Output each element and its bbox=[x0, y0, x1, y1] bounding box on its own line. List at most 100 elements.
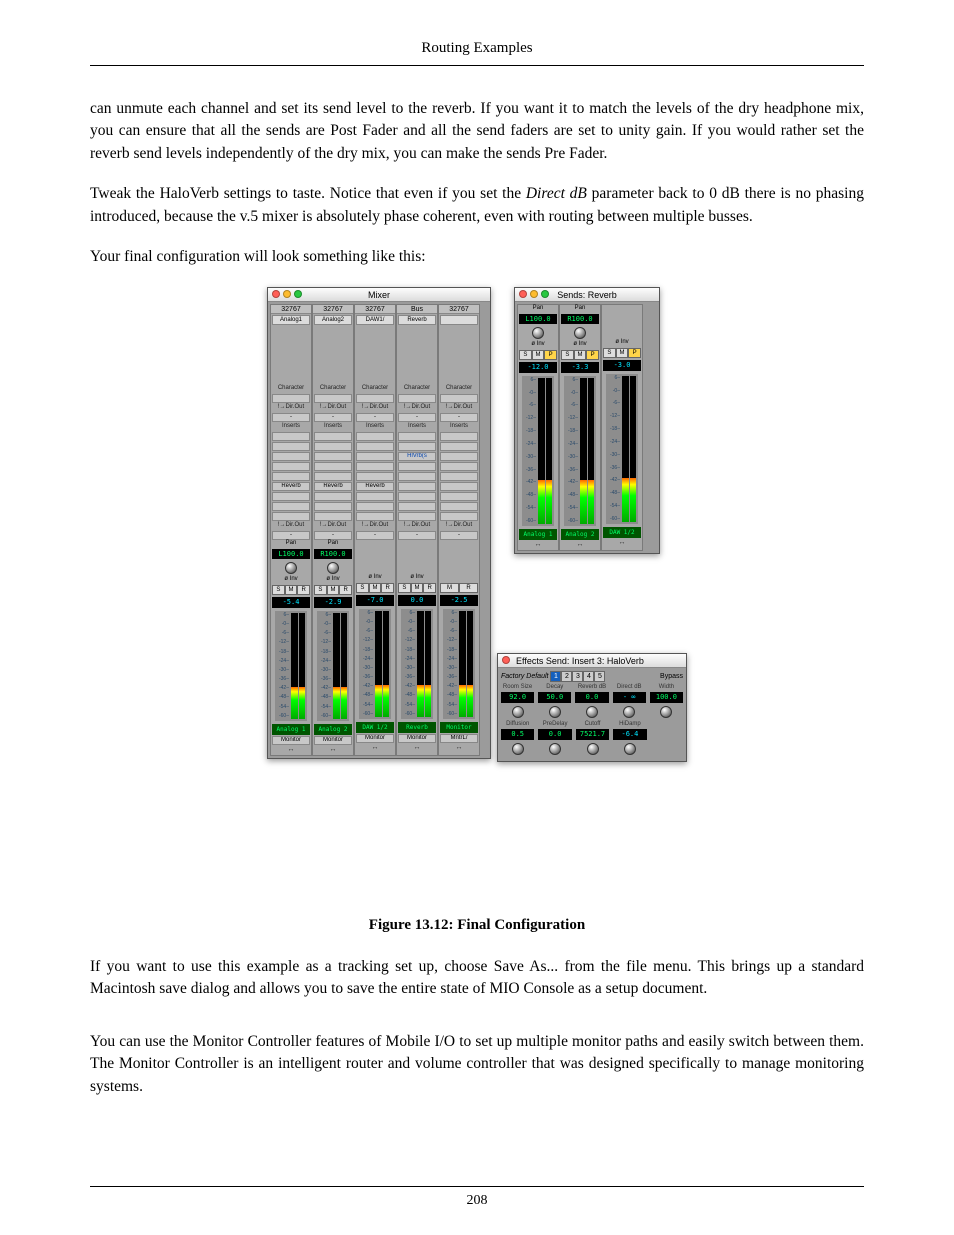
insert-slot[interactable] bbox=[356, 442, 394, 451]
hv-preset-button[interactable]: 3 bbox=[572, 671, 583, 682]
smp-p-button[interactable]: P bbox=[544, 350, 557, 360]
dirout-slot[interactable]: - bbox=[314, 531, 352, 540]
insert-slot[interactable] bbox=[314, 472, 352, 481]
send-slot[interactable] bbox=[272, 512, 310, 521]
hv-knob[interactable] bbox=[613, 742, 646, 756]
smp-r-button[interactable]: R bbox=[459, 583, 478, 593]
hv-knob[interactable] bbox=[576, 742, 609, 756]
dirout-slot[interactable]: - bbox=[272, 531, 310, 540]
hv-knob[interactable] bbox=[501, 705, 534, 719]
smp-r-button[interactable]: R bbox=[339, 585, 352, 595]
send-slot[interactable] bbox=[398, 512, 436, 521]
dirout-slot[interactable]: - bbox=[440, 413, 478, 422]
send-slot[interactable] bbox=[440, 492, 478, 501]
insert-slot[interactable] bbox=[356, 472, 394, 481]
insert-slot[interactable] bbox=[440, 472, 478, 481]
insert-slot[interactable] bbox=[398, 462, 436, 471]
insert-slot[interactable] bbox=[398, 442, 436, 451]
hv-knob[interactable] bbox=[650, 705, 683, 719]
pan-knob[interactable] bbox=[560, 325, 600, 341]
character-slot[interactable] bbox=[314, 394, 352, 403]
smp-m-button[interactable]: M bbox=[532, 350, 545, 360]
dirout-slot[interactable]: - bbox=[314, 413, 352, 422]
smp-m-button[interactable]: M bbox=[285, 585, 298, 595]
smp-r-button[interactable]: R bbox=[381, 583, 394, 593]
send-slot[interactable] bbox=[314, 492, 352, 501]
channel-route[interactable]: Monitor bbox=[272, 736, 310, 745]
smp-m-button[interactable]: M bbox=[327, 585, 340, 595]
smp-s-button[interactable]: S bbox=[519, 350, 532, 360]
dirout-slot[interactable]: - bbox=[398, 531, 436, 540]
pan-knob[interactable] bbox=[313, 560, 353, 576]
insert-slot[interactable] bbox=[314, 442, 352, 451]
send-slot[interactable] bbox=[356, 492, 394, 501]
character-slot[interactable] bbox=[398, 394, 436, 403]
channel-route[interactable]: MntrL/ bbox=[440, 734, 478, 743]
reverb-send-slot[interactable] bbox=[440, 482, 478, 491]
insert-slot[interactable] bbox=[272, 432, 310, 441]
hv-knob[interactable] bbox=[575, 705, 608, 719]
insert-slot[interactable] bbox=[440, 432, 478, 441]
character-slot[interactable] bbox=[440, 394, 478, 403]
dirout-slot[interactable]: - bbox=[272, 413, 310, 422]
pan-knob[interactable] bbox=[518, 325, 558, 341]
dirout-slot[interactable]: - bbox=[398, 413, 436, 422]
send-slot[interactable] bbox=[398, 492, 436, 501]
insert-slot[interactable] bbox=[272, 462, 310, 471]
insert-slot[interactable] bbox=[314, 432, 352, 441]
insert-slot[interactable] bbox=[272, 442, 310, 451]
insert-slot[interactable] bbox=[356, 452, 394, 461]
hv-preset-button[interactable]: 5 bbox=[594, 671, 605, 682]
send-slot[interactable] bbox=[440, 502, 478, 511]
character-slot[interactable] bbox=[356, 394, 394, 403]
insert-slot[interactable] bbox=[398, 472, 436, 481]
insert-slot[interactable] bbox=[272, 452, 310, 461]
hv-knob[interactable] bbox=[613, 705, 646, 719]
dirout-slot[interactable]: - bbox=[356, 413, 394, 422]
smp-m-button[interactable]: M bbox=[616, 348, 629, 358]
hv-preset-button[interactable]: 4 bbox=[583, 671, 594, 682]
character-slot[interactable] bbox=[272, 394, 310, 403]
smp-s-button[interactable]: S bbox=[561, 350, 574, 360]
send-slot[interactable] bbox=[272, 492, 310, 501]
pan-knob[interactable] bbox=[271, 560, 311, 576]
insert-slot[interactable] bbox=[272, 472, 310, 481]
channel-input-select[interactable]: Reverb bbox=[398, 315, 436, 325]
send-slot[interactable] bbox=[314, 512, 352, 521]
channel-route[interactable]: Monitor bbox=[398, 734, 436, 743]
send-slot[interactable] bbox=[272, 502, 310, 511]
send-slot[interactable] bbox=[440, 512, 478, 521]
phase-invert[interactable]: ø Inv bbox=[518, 341, 558, 349]
hv-knob[interactable] bbox=[538, 705, 571, 719]
insert-slot[interactable] bbox=[356, 432, 394, 441]
hv-knob[interactable] bbox=[538, 742, 571, 756]
channel-route[interactable]: Monitor bbox=[314, 736, 352, 745]
phase-invert[interactable]: ø Inv bbox=[602, 339, 642, 347]
phase-invert[interactable] bbox=[439, 574, 479, 582]
insert-slot[interactable] bbox=[440, 442, 478, 451]
reverb-send-slot[interactable] bbox=[398, 482, 436, 491]
hv-preset-button[interactable]: 2 bbox=[561, 671, 572, 682]
smp-s-button[interactable]: S bbox=[603, 348, 616, 358]
insert-slot[interactable] bbox=[440, 452, 478, 461]
reverb-send-slot[interactable]: Reverb bbox=[314, 482, 352, 491]
smp-m-button[interactable]: M bbox=[369, 583, 382, 593]
phase-invert[interactable]: ø Inv bbox=[397, 574, 437, 582]
smp-m-button[interactable]: M bbox=[574, 350, 587, 360]
send-slot[interactable] bbox=[356, 512, 394, 521]
dirout-slot[interactable]: - bbox=[356, 531, 394, 540]
insert-slot[interactable]: HlVrb(s bbox=[398, 452, 436, 461]
channel-input-select[interactable]: Analog2 bbox=[314, 315, 352, 325]
channel-input-select[interactable]: DAW1/ bbox=[356, 315, 394, 325]
insert-slot[interactable] bbox=[398, 432, 436, 441]
channel-input-select[interactable] bbox=[440, 315, 478, 325]
send-slot[interactable] bbox=[398, 502, 436, 511]
channel-route[interactable]: Monitor bbox=[356, 734, 394, 743]
phase-invert[interactable]: ø Inv bbox=[355, 574, 395, 582]
phase-invert[interactable]: ø Inv bbox=[271, 576, 311, 584]
smp-m-button[interactable]: M bbox=[411, 583, 424, 593]
phase-invert[interactable]: ø Inv bbox=[313, 576, 353, 584]
send-slot[interactable] bbox=[356, 502, 394, 511]
insert-slot[interactable] bbox=[356, 462, 394, 471]
reverb-send-slot[interactable]: Reverb bbox=[356, 482, 394, 491]
